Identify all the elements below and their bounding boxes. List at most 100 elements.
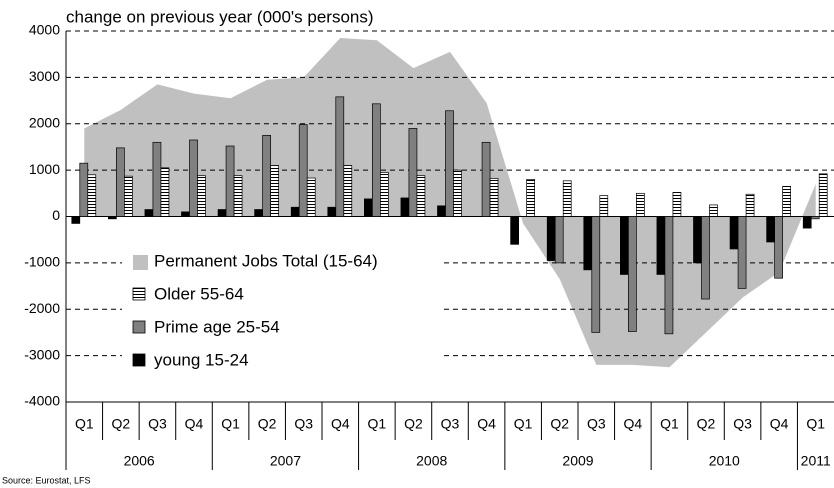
bar xyxy=(437,205,446,217)
bar xyxy=(79,162,89,217)
legend-swatch xyxy=(133,255,148,270)
legend-label: Prime age 25-54 xyxy=(154,317,280,336)
bar xyxy=(160,167,170,217)
bar xyxy=(124,175,133,217)
bar xyxy=(343,165,353,217)
bar xyxy=(189,139,198,217)
bar xyxy=(108,216,117,220)
bar xyxy=(372,103,381,217)
bar xyxy=(445,110,454,217)
legend-swatch xyxy=(132,287,146,301)
legend-label: Older 55-64 xyxy=(154,284,244,303)
bar xyxy=(306,177,316,217)
bar xyxy=(782,186,791,217)
bar xyxy=(818,173,828,217)
y-tick-label: -2000 xyxy=(24,300,60,316)
bar xyxy=(87,174,97,217)
y-tick-label: -4000 xyxy=(24,393,60,409)
bar xyxy=(701,216,710,300)
bar xyxy=(554,216,564,264)
x-tick-label: Q1 xyxy=(221,416,240,432)
x-tick-label: Q2 xyxy=(404,416,423,432)
x-tick-label: Q3 xyxy=(733,416,752,432)
bar xyxy=(233,175,243,217)
bar xyxy=(270,165,279,217)
legend-swatch xyxy=(132,320,146,334)
bar xyxy=(262,134,271,217)
x-tick-label: Q2 xyxy=(112,416,131,432)
bar xyxy=(526,179,535,217)
bar xyxy=(745,193,755,217)
bar xyxy=(116,147,125,217)
y-tick-label: 3000 xyxy=(29,68,60,84)
bar xyxy=(664,216,674,335)
bar xyxy=(599,195,609,217)
x-tick-label: Q1 xyxy=(660,416,679,432)
y-tick-label: 2000 xyxy=(29,114,60,130)
y-tick-label: 0 xyxy=(52,207,60,223)
bar xyxy=(197,175,206,217)
x-tick-label: Q4 xyxy=(624,416,643,432)
bar xyxy=(766,216,775,243)
bar xyxy=(481,141,491,217)
year-label: 2010 xyxy=(709,453,740,469)
legend-label: young 15-24 xyxy=(154,350,249,369)
bar xyxy=(364,198,373,217)
x-tick-label: Q4 xyxy=(770,416,789,432)
x-tick-label: Q3 xyxy=(587,416,606,432)
bar xyxy=(225,145,235,217)
legend-box xyxy=(122,245,440,380)
y-tick-label: 1000 xyxy=(29,161,60,177)
x-tick-label: Q4 xyxy=(185,416,204,432)
bar xyxy=(181,211,190,217)
bar xyxy=(774,216,783,279)
x-tick-label: Q1 xyxy=(368,416,387,432)
bar xyxy=(144,209,154,217)
legend-label: Permanent Jobs Total (15-64) xyxy=(154,251,378,270)
y-tick-label: -1000 xyxy=(24,254,60,270)
x-tick-label: Q1 xyxy=(514,416,533,432)
bar xyxy=(152,141,162,217)
x-tick-label: Q2 xyxy=(697,416,716,432)
x-tick-label: Q3 xyxy=(441,416,460,432)
bar xyxy=(583,216,593,271)
bar xyxy=(656,216,666,275)
x-tick-label: Q4 xyxy=(477,416,496,432)
bar xyxy=(620,216,629,275)
bar xyxy=(591,216,601,333)
year-label: 2007 xyxy=(270,453,301,469)
bar xyxy=(636,192,645,217)
year-label: 2011 xyxy=(801,453,831,469)
bar xyxy=(327,206,337,217)
bar xyxy=(672,192,682,217)
bar xyxy=(737,216,747,289)
bar xyxy=(729,216,739,250)
bar xyxy=(510,216,519,245)
bar xyxy=(453,169,462,217)
bar xyxy=(335,96,345,217)
bar xyxy=(693,216,702,264)
bar xyxy=(546,216,556,261)
bar xyxy=(254,209,263,217)
source-note: Source: Eurostat, LFS xyxy=(2,475,91,485)
x-tick-label: Q3 xyxy=(148,416,167,432)
x-tick-label: Q3 xyxy=(294,416,313,432)
bar xyxy=(408,128,418,217)
bar xyxy=(489,178,499,217)
bar xyxy=(416,175,426,217)
x-tick-label: Q2 xyxy=(258,416,277,432)
bar xyxy=(628,216,637,332)
bar xyxy=(802,216,812,229)
x-tick-label: Q2 xyxy=(550,416,569,432)
bar xyxy=(400,197,410,217)
bar xyxy=(562,180,572,217)
bar xyxy=(71,216,81,224)
legend-swatch xyxy=(132,353,146,367)
bar xyxy=(810,216,820,220)
bar xyxy=(290,206,300,217)
x-tick-label: Q1 xyxy=(806,416,825,432)
year-label: 2008 xyxy=(416,453,447,469)
x-tick-label: Q1 xyxy=(75,416,94,432)
chart-title: change on previous year (000's persons) xyxy=(66,7,374,26)
